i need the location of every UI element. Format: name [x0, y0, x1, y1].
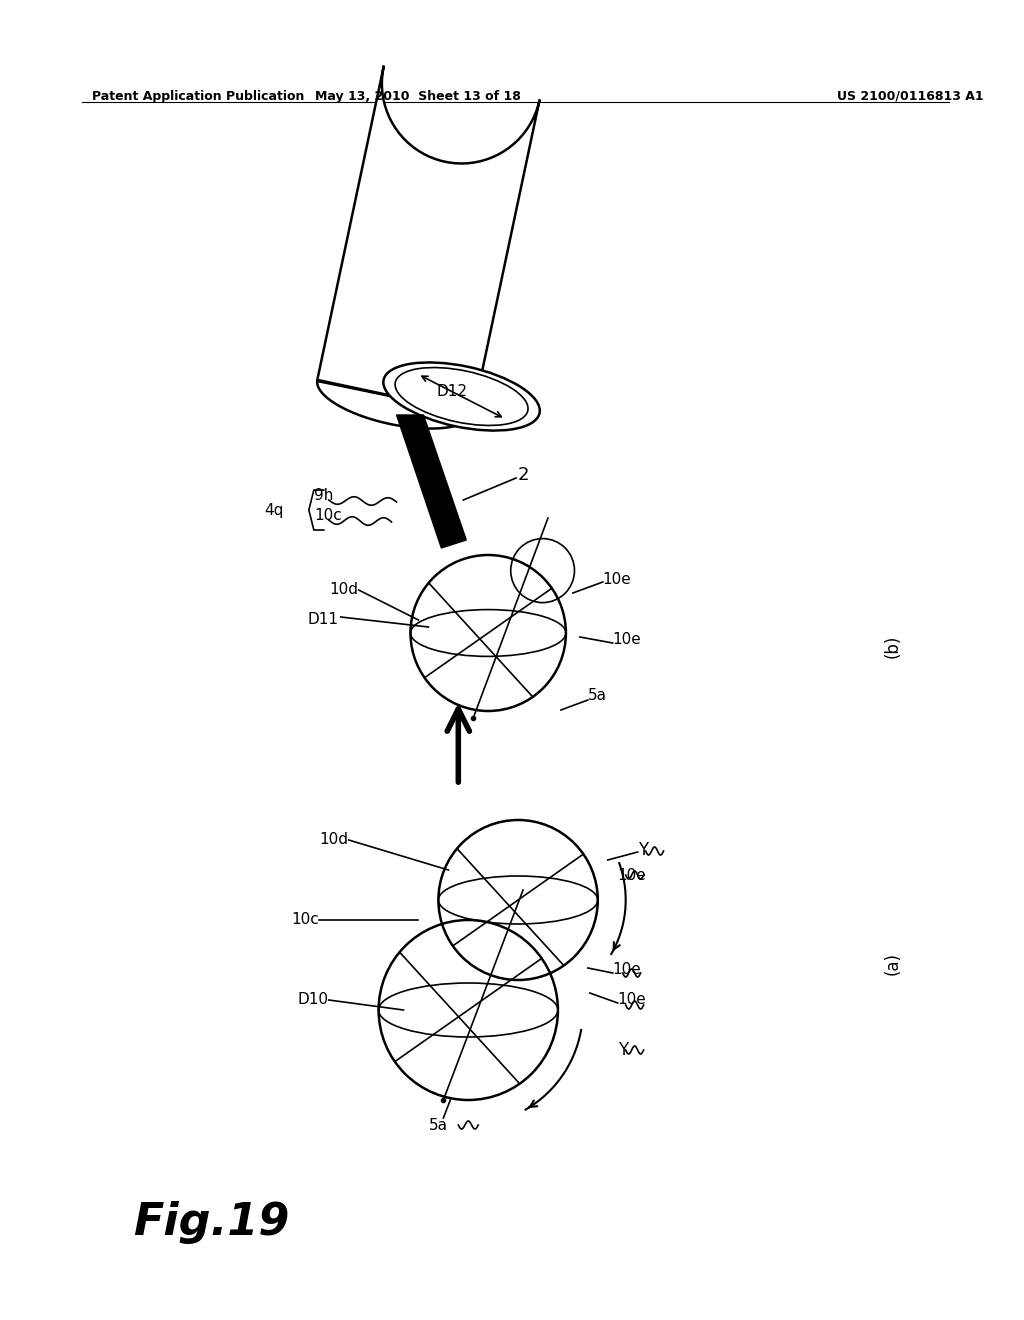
- Ellipse shape: [383, 363, 540, 430]
- Text: D10: D10: [298, 993, 329, 1007]
- Text: 5a: 5a: [429, 1118, 447, 1133]
- Text: 10c: 10c: [313, 507, 342, 523]
- Text: 4q: 4q: [264, 503, 284, 517]
- Text: Patent Application Publication: Patent Application Publication: [92, 90, 304, 103]
- Polygon shape: [396, 414, 466, 548]
- Text: May 13, 2010  Sheet 13 of 18: May 13, 2010 Sheet 13 of 18: [315, 90, 521, 103]
- Text: Fig.19: Fig.19: [133, 1201, 289, 1245]
- Text: 10e: 10e: [612, 962, 641, 978]
- Text: 10e: 10e: [603, 573, 632, 587]
- Text: 10e: 10e: [617, 867, 646, 883]
- Text: (b): (b): [884, 635, 902, 659]
- Text: US 2100/0116813 A1: US 2100/0116813 A1: [837, 90, 983, 103]
- Text: 2: 2: [518, 466, 529, 484]
- Text: 10c: 10c: [291, 912, 318, 928]
- Text: (a): (a): [884, 952, 902, 975]
- Text: D12: D12: [436, 384, 467, 399]
- Text: 9h: 9h: [313, 487, 333, 503]
- Text: 10d: 10d: [319, 833, 349, 847]
- Text: 10e: 10e: [612, 632, 641, 648]
- Text: Y: Y: [638, 841, 648, 859]
- Text: 10d: 10d: [330, 582, 358, 598]
- Text: Y: Y: [617, 1041, 628, 1059]
- Text: D11: D11: [308, 612, 339, 627]
- Text: 10e: 10e: [617, 993, 646, 1007]
- Text: 5a: 5a: [588, 688, 607, 702]
- Polygon shape: [317, 67, 540, 429]
